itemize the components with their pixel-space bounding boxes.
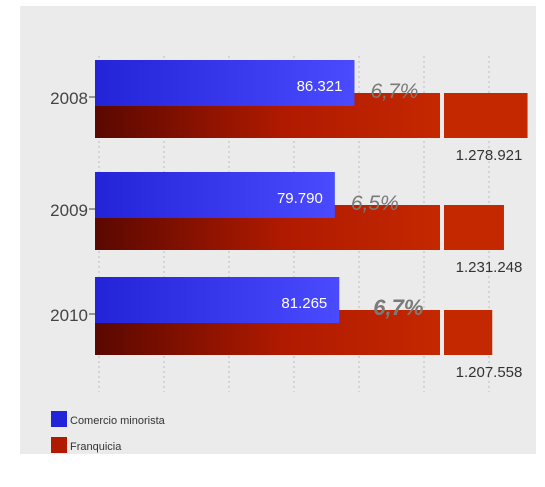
retail-value-label: 86.321: [297, 78, 343, 95]
retail-bar: [95, 172, 335, 218]
franchise-bar-segment: [444, 205, 504, 250]
retail-value-label: 79.790: [277, 190, 323, 207]
data-labels: 2008 86.321 6,7% 1.278.921 2009 79.790 6,5% 1.2…: [50, 78, 522, 381]
franchise-bar-segment: [444, 310, 493, 355]
franchise-value-label: 1.231.248: [456, 259, 523, 276]
percent-label: 6,7%: [370, 80, 418, 103]
y-tick-label: 2009: [50, 201, 88, 220]
y-tick-label: 2008: [50, 89, 88, 108]
percent-label: 6,7%: [373, 295, 423, 320]
bars: [95, 60, 528, 355]
franchise-bar-segment: [444, 93, 528, 138]
y-tick-label: 2010: [50, 306, 88, 325]
legend: Comercio minorista Franquicia: [51, 411, 166, 453]
percent-label: 6,5%: [351, 192, 399, 215]
legend-swatch-retail: [51, 411, 67, 427]
retail-value-label: 81.265: [281, 295, 327, 312]
franchise-value-label: 1.278.921: [456, 147, 523, 164]
retail-bar: [95, 277, 340, 323]
franchise-value-label: 1.207.558: [456, 364, 523, 381]
legend-swatch-franchise: [51, 437, 67, 453]
legend-label-franchise: Franquicia: [70, 441, 122, 453]
retail-bar: [95, 60, 355, 106]
legend-label-retail: Comercio minorista: [70, 415, 166, 427]
